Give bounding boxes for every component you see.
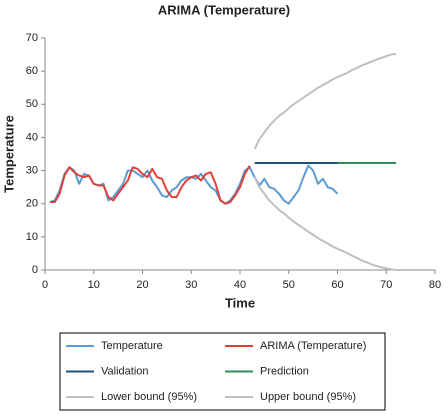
- x-axis-label: Time: [225, 295, 255, 310]
- y-tick-label: 20: [26, 198, 38, 210]
- x-tick-label: 10: [88, 279, 100, 291]
- series-line: [49, 165, 251, 205]
- legend-label: Prediction: [260, 365, 309, 377]
- y-tick-label: 40: [26, 131, 38, 143]
- y-tick-label: 70: [26, 32, 38, 44]
- y-tick-label: 10: [26, 231, 38, 243]
- y-tick-label: 50: [26, 98, 38, 110]
- series-line: [49, 164, 339, 205]
- chart-title: ARIMA (Temperature): [158, 2, 290, 17]
- x-tick-label: 20: [136, 279, 148, 291]
- x-tick-label: 70: [380, 279, 392, 291]
- legend-box: [59, 332, 386, 411]
- x-tick-label: 50: [283, 279, 295, 291]
- y-tick-label: 60: [26, 65, 38, 77]
- x-tick-label: 40: [234, 279, 246, 291]
- series-line: [253, 52, 397, 150]
- legend-label: Upper bound (95%): [260, 391, 356, 403]
- x-tick-label: 30: [185, 279, 197, 291]
- y-tick-label: 30: [26, 164, 38, 176]
- legend-label: Temperature: [101, 340, 163, 352]
- legend-label: ARIMA (Temperature): [260, 340, 366, 352]
- x-tick-label: 80: [429, 279, 441, 291]
- x-tick-label: 60: [331, 279, 343, 291]
- x-tick-label: 0: [42, 279, 48, 291]
- y-axis-label: Temperature: [1, 115, 16, 193]
- legend-label: Validation: [101, 365, 149, 377]
- legend-label: Lower bound (95%): [101, 391, 197, 403]
- series-line: [253, 176, 397, 271]
- y-tick-label: 0: [32, 264, 38, 276]
